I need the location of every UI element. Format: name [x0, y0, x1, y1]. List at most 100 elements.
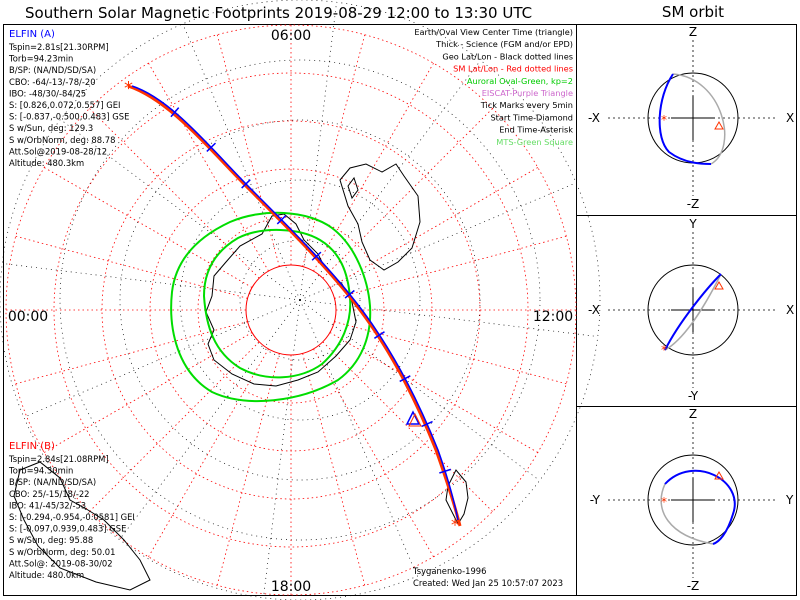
- orbit-asterisk: *: [661, 113, 667, 127]
- mlt-label-left: 00:00: [8, 309, 48, 325]
- madagascar-coastline: [347, 176, 359, 200]
- geo-longitude-line: [299, 299, 540, 481]
- elfin-b-footprint-track: [127, 84, 462, 527]
- legend-entry: SM Lat/Lon - Red dotted lines: [453, 64, 573, 74]
- orbit-panel: Y -Y -X X *: [588, 217, 794, 403]
- orbit-triangle: [714, 120, 724, 130]
- view-center-triangle-b: [408, 412, 422, 427]
- orbit-panel-frame-xz: [576, 24, 797, 216]
- view-center-triangle-a: [405, 410, 421, 425]
- africa-coastline: [339, 163, 421, 271]
- probe-info-line: S w/Sun, deg: 95.88: [9, 535, 93, 545]
- geo-grid: [0, 0, 601, 600]
- orbit-track-blue: [658, 73, 712, 165]
- geo-latitude-circle: [59, 59, 541, 541]
- sm-longitude-line: [216, 34, 280, 267]
- mlt-label-bottom: 18:00: [271, 579, 311, 595]
- geo-longitude-line: [23, 299, 301, 418]
- auroral-oval-outer: [170, 211, 372, 402]
- probe-info-line: Tspin=2.84s[21.08RPM]: [8, 454, 109, 464]
- probe-info-line: S w/OrbNorm, deg: 50.01: [9, 547, 115, 557]
- elfin-a-end-asterisk: *: [451, 515, 459, 534]
- orbit-panels: Z -Z -X X * Y -Y -X X * Z -Z -Y Y *: [588, 25, 794, 593]
- probe-info-line: S: [-0.294,-0.954,-0.0581] GEI: [9, 512, 135, 522]
- australia-coastline: [13, 461, 151, 591]
- orbit-axis-label-left: -X: [588, 111, 600, 125]
- track-tick: [439, 468, 452, 474]
- sm-latitude-circle: [53, 72, 529, 548]
- geo-longitude-line: [182, 23, 301, 301]
- orbit-axis-label-bottom: -Z: [687, 197, 700, 211]
- orbit-track-gray: [660, 483, 714, 545]
- sm-longitude-line: [313, 348, 434, 558]
- elfin-b-start-asterisk: *: [124, 78, 133, 99]
- legend-entry: Earth/Oval View Center Time (triangle): [414, 27, 573, 37]
- probe-info-line: S: [0.826,0.072,0.557] GEI: [9, 100, 121, 110]
- probe-info-line: S: [-0.097,0.939,0.483] GSE: [9, 524, 126, 534]
- track-tick: [311, 251, 322, 261]
- probe-info-line: Altitude: 480.3km: [9, 158, 84, 168]
- geo-latitude-circle: [239, 239, 361, 361]
- probe-info-line: CBO: 25/-15/18/-22: [9, 489, 90, 499]
- geo-longitude-line: [299, 60, 481, 301]
- legend-entry: Tick Marks every 5min: [480, 100, 573, 110]
- model-credit: Tsyganenko-1996: [412, 566, 486, 576]
- sm-longitude-line: [302, 353, 366, 586]
- orbit-triangle: [714, 280, 724, 290]
- auroral-oval-inner: [202, 229, 352, 379]
- auroral-oval: [170, 211, 372, 402]
- orbit-panel-frame-yz: [576, 406, 797, 596]
- probe-info-line: S w/Sun, deg: 129.3: [9, 123, 93, 133]
- orbit-axis-label-left: -Y: [590, 493, 601, 507]
- orbit-asterisk: *: [661, 343, 667, 357]
- sm-latitude-circle: [245, 264, 337, 356]
- orbit-panel-frame-xy: [576, 215, 797, 407]
- elfin-b-info-lines: Tspin=2.84s[21.08RPM] Torb=94.30minB/SP: …: [8, 454, 135, 580]
- sm-longitude-line: [15, 321, 248, 385]
- orbit-axis-label-right: Y: [785, 493, 794, 507]
- probe-info-line: S w/OrbNorm, deg: 88.78: [9, 135, 115, 145]
- sm-grid: [5, 24, 577, 596]
- track-tick: [241, 179, 251, 189]
- orbit-axis-label-bottom: -Y: [688, 389, 699, 403]
- legend-entry: MTS-Green Square: [496, 137, 573, 147]
- probe-info-line: IBO: -48/30/-84/25: [9, 88, 86, 98]
- sm-longitude-line: [302, 34, 366, 267]
- probe-info-line: Tspin=2.81s[21.30RPM]: [8, 42, 109, 52]
- track-tick: [374, 331, 385, 339]
- orbit-track-gray: [672, 73, 726, 165]
- track-tick: [421, 420, 433, 428]
- mlt-label-right: 12:00: [533, 309, 573, 325]
- polar-map: * * 06:00 00:00 12:00 18:00: [0, 0, 601, 600]
- geo-longitude-line: [299, 182, 577, 301]
- sm-longitude-line: [334, 235, 567, 299]
- elfin-b-name: ELFIN (B): [9, 441, 55, 452]
- orbit-axis-label-top: Y: [688, 217, 697, 231]
- legend-entry: Thick - Science (FGM and/or EPD): [435, 39, 573, 49]
- probe-info-line: Att.Sol@2019-08-28/12: [9, 146, 107, 156]
- probe-info-line: B/SP: (NA/ND/SD/SA): [9, 477, 96, 487]
- track-tick: [170, 107, 180, 118]
- elfin-a-footprint-track: [131, 85, 459, 521]
- sm-longitude-line: [313, 62, 434, 272]
- probe-info-line: Torb=94.30min: [8, 466, 73, 476]
- orbit-axis-label-left: -X: [588, 303, 600, 317]
- geo-latitude-circle: [119, 119, 481, 481]
- sm-longitude-line: [89, 341, 260, 512]
- mlt-label-top: 06:00: [271, 28, 311, 44]
- legend: Earth/Oval View Center Time (triangle) Th…: [414, 27, 573, 147]
- geo-longitude-line: [299, 299, 418, 577]
- orbit-triangle: [714, 470, 724, 480]
- geo-longitude-line: [299, 2, 337, 301]
- sm-longitude-line: [329, 332, 539, 453]
- antarctica-coastline: [205, 213, 357, 387]
- legend-entry: Start Time-Diamond: [490, 112, 573, 122]
- orbit-axis-label-right: X: [786, 303, 794, 317]
- elfin-a-info: ELFIN (A) Tspin=2.81s[21.30RPM] Torb=94.2…: [8, 29, 129, 168]
- orbit-axis-label-top: Z: [689, 407, 697, 421]
- track-tick: [206, 142, 217, 152]
- orbit-track-gray: [664, 273, 722, 351]
- elfin-b-info: ELFIN (B) Tspin=2.84s[21.08RPM] Torb=94.3…: [8, 441, 135, 580]
- probe-info-line: CBO: -64/-13/-78/-20: [9, 77, 96, 87]
